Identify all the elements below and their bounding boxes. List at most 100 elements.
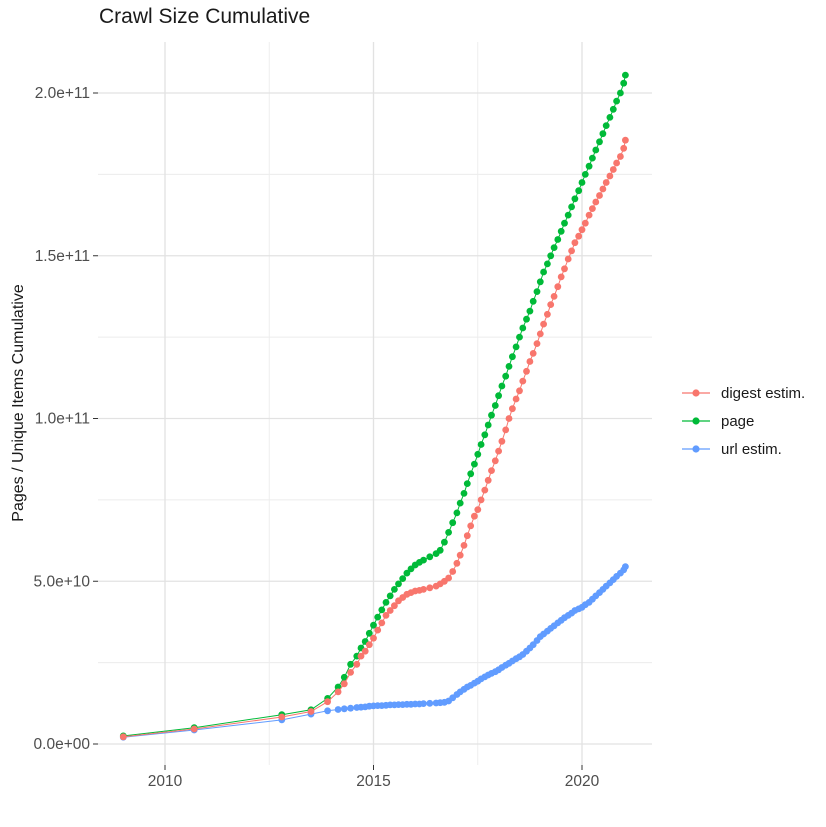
data-point [544, 260, 551, 268]
data-point [467, 522, 475, 530]
data-point [613, 159, 620, 167]
y-tick-label: 2.0e+11 [35, 85, 90, 102]
data-point [460, 542, 468, 549]
data-point [471, 512, 478, 520]
data-point [620, 79, 628, 87]
data-point [602, 122, 610, 129]
data-point [575, 232, 583, 240]
x-tick-label: 2015 [356, 773, 390, 790]
data-point [516, 387, 523, 395]
data-point [403, 569, 411, 577]
data-point [519, 377, 527, 385]
data-point [578, 226, 586, 234]
data-point [491, 402, 499, 409]
data-point [523, 315, 530, 323]
data-point [477, 441, 485, 448]
data-point [382, 612, 390, 619]
data-point [484, 421, 492, 429]
legend-key-icon [682, 417, 710, 425]
data-point [399, 575, 407, 582]
data-point [441, 538, 448, 546]
series-line-url-estim [123, 566, 626, 738]
data-point [509, 353, 516, 361]
data-point [596, 138, 603, 146]
data-point [474, 450, 482, 458]
data-point [592, 146, 600, 154]
data-point [456, 499, 464, 507]
data-point [453, 509, 461, 517]
data-point [529, 350, 537, 357]
data-point [481, 486, 489, 494]
data-point [617, 153, 624, 160]
data-point [488, 411, 495, 419]
legend: digest estim. page url estim. [681, 379, 805, 463]
axis-ticks [93, 92, 583, 770]
y-tick-label: 0.0e+00 [34, 736, 91, 753]
data-point [533, 288, 541, 295]
data-point [495, 392, 502, 400]
data-point [370, 621, 377, 629]
data-point [617, 89, 624, 97]
legend-label: digest estim. [721, 384, 806, 402]
data-point [495, 447, 502, 455]
x-axis-tick-labels: 2010 2015 2020 [148, 773, 600, 790]
data-point [564, 255, 572, 263]
data-point [596, 192, 603, 199]
data-point [278, 713, 286, 721]
data-point [599, 130, 607, 138]
data-point [307, 708, 315, 715]
data-point [519, 324, 527, 332]
data-point [347, 704, 354, 712]
data-point [505, 363, 513, 370]
data-point [564, 211, 572, 219]
legend-label: url estim. [721, 440, 782, 458]
data-point [391, 586, 398, 593]
series-url-estim [119, 563, 629, 741]
data-point [119, 733, 127, 741]
y-tick-label: 1.5e+11 [35, 248, 90, 265]
data-point [420, 556, 427, 564]
data-point [471, 460, 478, 468]
data-point [571, 195, 579, 203]
data-point [426, 699, 434, 707]
data-point [370, 634, 377, 642]
data-point [365, 641, 373, 649]
data-point [340, 673, 348, 681]
data-point [365, 629, 373, 637]
data-point [540, 268, 547, 276]
data-point [334, 706, 342, 713]
data-point [516, 333, 523, 341]
data-point [609, 105, 617, 113]
legend-item-page: page [681, 407, 805, 435]
data-point [512, 343, 520, 351]
data-point [449, 568, 457, 575]
data-point [606, 114, 614, 121]
data-point [347, 669, 354, 676]
data-point [622, 563, 629, 570]
y-tick-label: 5.0e+10 [34, 573, 91, 590]
data-point [449, 519, 457, 527]
data-point [340, 705, 348, 713]
data-point [378, 606, 386, 614]
data-point [540, 320, 547, 328]
data-point [488, 467, 495, 474]
data-point [334, 683, 342, 691]
data-point [606, 172, 614, 180]
data-point [436, 546, 444, 554]
data-point [502, 372, 510, 380]
data-point [561, 219, 568, 227]
data-point [557, 273, 565, 281]
data-point [602, 179, 610, 186]
data-point [502, 426, 510, 434]
legend-key-icon [682, 445, 710, 453]
data-point [474, 506, 482, 513]
data-point [334, 688, 342, 696]
data-point [467, 470, 475, 478]
data-point [554, 236, 562, 243]
data-point [585, 162, 593, 170]
data-point [544, 310, 551, 318]
data-point [536, 278, 544, 286]
chart-title: Crawl Size Cumulative [99, 5, 311, 28]
data-point [460, 490, 468, 497]
